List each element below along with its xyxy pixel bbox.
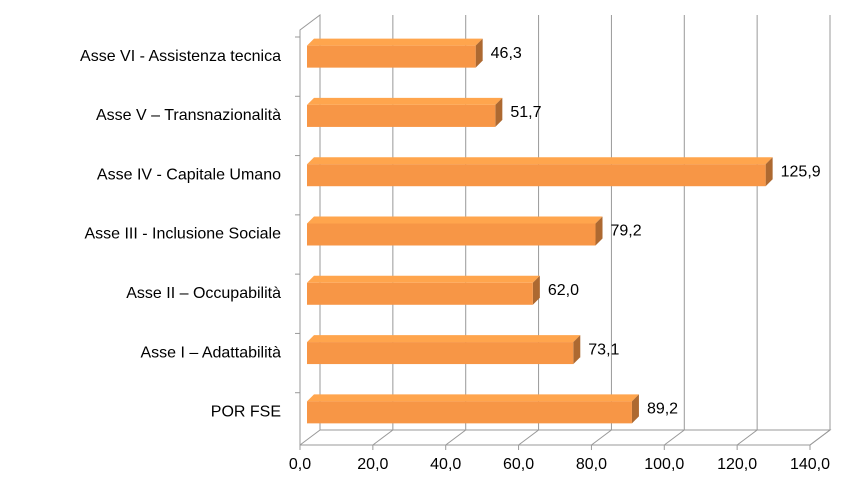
bar — [307, 157, 773, 187]
grid-line — [518, 15, 540, 446]
value-label: 51,7 — [510, 104, 541, 121]
x-tick-label: 120,0 — [717, 456, 757, 473]
value-label: 73,1 — [588, 341, 619, 358]
y-tick-label: Asse II – Occupabilità — [126, 285, 281, 302]
value-label: 89,2 — [647, 401, 678, 418]
y-tick-label: Asse III - Inclusione Sociale — [84, 226, 281, 243]
x-tick-label: 20,0 — [357, 456, 388, 473]
x-tick-label: 0,0 — [289, 456, 311, 473]
x-tick-label: 80,0 — [576, 456, 607, 473]
y-tick-label: Asse VI - Assistenza tecnica — [80, 48, 281, 65]
grid-line — [591, 15, 612, 446]
value-label: 46,3 — [491, 45, 522, 62]
floor — [300, 429, 832, 446]
grid-line — [809, 15, 831, 446]
bar — [307, 394, 639, 424]
grid-line — [445, 15, 467, 446]
y-tick-label: Asse V – Transnazionalità — [96, 107, 281, 124]
bar — [307, 97, 503, 127]
grid-line — [663, 15, 685, 446]
x-tick-label: 140,0 — [790, 456, 830, 473]
grid-line — [299, 15, 321, 446]
grid-line — [372, 15, 394, 446]
x-tick-label: 40,0 — [430, 456, 461, 473]
value-label: 79,2 — [611, 223, 642, 240]
y-tick-label: Asse I – Adattabilità — [140, 344, 281, 361]
bar — [307, 216, 603, 246]
y-tick-label: Asse IV - Capitale Umano — [97, 166, 281, 183]
grid-line — [736, 15, 758, 446]
value-label: 125,9 — [781, 163, 821, 180]
x-tick-label: 100,0 — [644, 456, 684, 473]
y-tick-label: POR FSE — [211, 404, 281, 421]
bar — [307, 38, 483, 68]
bar — [307, 275, 540, 305]
bar — [307, 335, 581, 365]
x-tick-label: 60,0 — [503, 456, 534, 473]
value-label: 62,0 — [548, 282, 579, 299]
